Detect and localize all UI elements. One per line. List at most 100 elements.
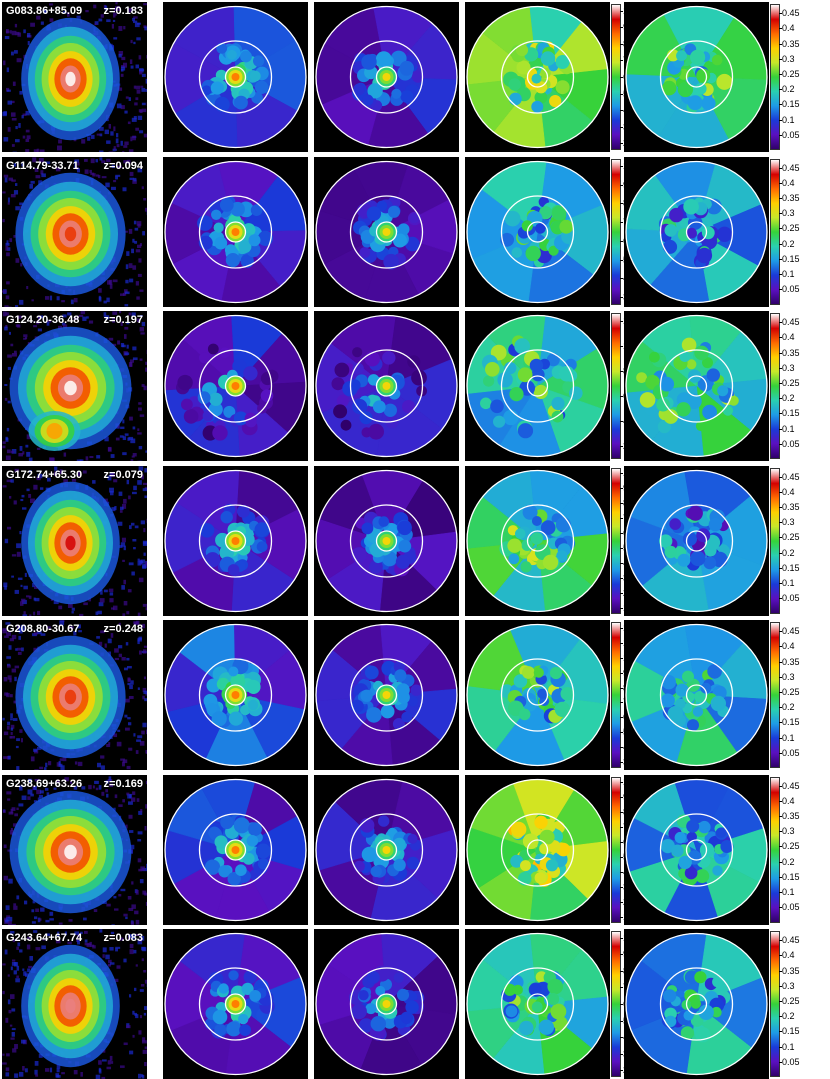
temperature-colorbar [611,622,621,768]
temperature-colorbar [611,159,621,305]
cluster-name: G172.74+65.30 [6,469,82,481]
colorbar-tick-label: 0.25 [782,69,800,79]
density-map-2 [314,775,459,925]
colorbar-tick-label: 0.1 [782,424,795,434]
colorbar-tick-label: 0.05 [782,593,800,603]
redshift-label: z=0.197 [104,314,143,326]
colorbar-tick-label: 0.4 [782,332,795,342]
fraction-map [624,2,769,152]
xray-image-panel: G243.64+67.74 z=0.083 [2,929,147,1079]
redshift-label: z=0.183 [104,5,143,17]
temperature-map [465,157,610,307]
colorbar-tick-label: 0.1 [782,578,795,588]
density-map-2 [314,620,459,770]
density-map-2-panel [314,311,459,461]
cluster-row: G172.74+65.30z=0.079109876543210.450.40.… [0,466,830,616]
colorbar-tick-label: 0.45 [782,163,800,173]
fraction-map [624,157,769,307]
density-map-1-panel [163,620,308,770]
colorbar-tick-label: 0.35 [782,502,800,512]
density-map-1-panel [163,311,308,461]
temperature-map [465,466,610,616]
colorbar-tick-label: 0.05 [782,130,800,140]
colorbar-tick-label: 0.1 [782,1042,795,1052]
xray-image [2,2,147,152]
cluster-name: G243.64+67.74 [6,932,82,944]
xray-image [2,466,147,616]
fraction-map [624,620,769,770]
fraction-map-panel [624,157,769,307]
cluster-row: G083.86+85.09z=0.18310987654320.450.40.3… [0,2,830,152]
redshift-label: z=0.094 [104,160,143,172]
colorbar-tick-label: 0.2 [782,84,795,94]
density-map-1 [163,620,308,770]
colorbar-tick-label: 0.3 [782,981,795,991]
redshift-label: z=0.083 [104,932,143,944]
colorbar-tick-label: 0.15 [782,563,800,573]
colorbar-tick-label: 0.4 [782,641,795,651]
density-map-2-panel [314,2,459,152]
density-map-2-panel [314,466,459,616]
colorbar-tick-label: 0.15 [782,408,800,418]
temperature-map-panel [465,2,610,152]
density-map-2 [314,157,459,307]
colorbar-tick-label: 0.45 [782,317,800,327]
redshift-label: z=0.169 [104,778,143,790]
density-map-2 [314,2,459,152]
colorbar-tick-label: 0.3 [782,517,795,527]
temperature-map [465,929,610,1079]
density-map-1 [163,466,308,616]
colorbar-tick-label: 0.15 [782,254,800,264]
xray-image [2,620,147,770]
fraction-colorbar [770,159,780,305]
cluster-name: G083.86+85.09 [6,5,82,17]
colorbar-tick-label: 0.45 [782,781,800,791]
colorbar-tick-label: 0.25 [782,378,800,388]
colorbar-tick-label: 0.1 [782,733,795,743]
colorbar-tick-label: 0.1 [782,269,795,279]
xray-image-panel: G208.80-30.67 z=0.248 [2,620,147,770]
density-map-2-panel [314,775,459,925]
colorbar-tick-label: 0.05 [782,284,800,294]
xray-image [2,929,147,1079]
colorbar-tick-label: 0.3 [782,826,795,836]
colorbar-tick-label: 0.25 [782,841,800,851]
colorbar-tick-label: 0.05 [782,902,800,912]
density-map-1 [163,929,308,1079]
colorbar-tick-label: 0.05 [782,748,800,758]
density-map-2 [314,311,459,461]
fraction-map-panel [624,311,769,461]
density-map-1-panel [163,157,308,307]
cluster-name: G114.79-33.71 [6,160,79,172]
fraction-map-panel [624,466,769,616]
cluster-row: G124.20-36.48z=0.197121086420.450.40.350… [0,311,830,461]
colorbar-tick-label: 0.25 [782,532,800,542]
colorbar-tick-label: 0.25 [782,687,800,697]
temperature-map-panel [465,157,610,307]
colorbar-tick-label: 0.4 [782,23,795,33]
temperature-map-panel [465,620,610,770]
colorbar-tick-label: 0.2 [782,239,795,249]
redshift-label: z=0.248 [104,623,143,635]
colorbar-tick-label: 0.2 [782,548,795,558]
colorbar-tick-label: 0.3 [782,672,795,682]
density-map-1 [163,157,308,307]
cluster-row: G208.80-30.67z=0.24812111098765430.450.4… [0,620,830,770]
colorbar-tick-label: 0.35 [782,39,800,49]
colorbar-tick-label: 0.05 [782,1057,800,1067]
colorbar-tick-label: 0.4 [782,178,795,188]
temperature-map-panel [465,929,610,1079]
colorbar-tick-label: 0.45 [782,472,800,482]
temperature-map-panel [465,466,610,616]
cluster-name: G208.80-30.67 [6,623,79,635]
temperature-map-panel [465,775,610,925]
fraction-map-panel [624,929,769,1079]
